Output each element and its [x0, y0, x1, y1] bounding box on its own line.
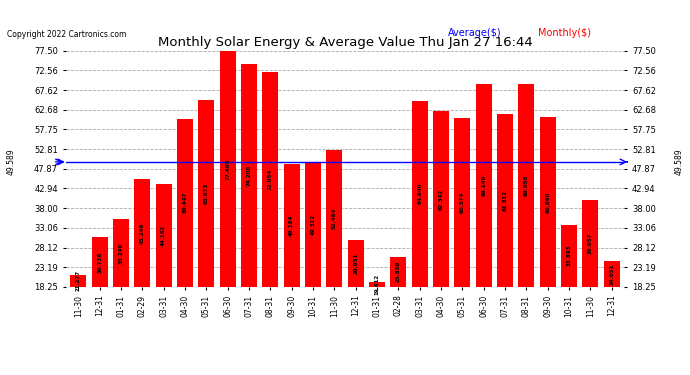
Text: 45.248: 45.248 — [140, 222, 145, 244]
Text: 25.839: 25.839 — [396, 261, 401, 282]
Text: 49.589: 49.589 — [6, 148, 15, 175]
Bar — [113, 219, 129, 287]
Text: 62.342: 62.342 — [438, 188, 444, 210]
Text: 60.860: 60.860 — [545, 191, 550, 213]
Bar — [540, 117, 555, 287]
Bar — [433, 111, 449, 287]
Text: 60.574: 60.574 — [460, 192, 465, 213]
Bar — [454, 118, 471, 287]
Bar — [92, 237, 108, 287]
Bar — [177, 118, 193, 287]
Bar — [135, 179, 150, 287]
Bar — [262, 72, 278, 287]
Text: 19.412: 19.412 — [375, 274, 380, 295]
Bar — [284, 164, 299, 287]
Bar — [582, 200, 598, 287]
Text: 52.464: 52.464 — [332, 208, 337, 230]
Bar — [475, 84, 492, 287]
Bar — [412, 101, 428, 287]
Text: 21.277: 21.277 — [76, 270, 81, 291]
Text: 30.738: 30.738 — [97, 251, 102, 273]
Bar — [156, 183, 172, 287]
Bar — [497, 114, 513, 287]
Text: Monthly($): Monthly($) — [538, 28, 591, 38]
Text: 49.512: 49.512 — [310, 214, 315, 235]
Text: 65.073: 65.073 — [204, 183, 209, 204]
Text: 49.589: 49.589 — [675, 148, 684, 175]
Text: 33.893: 33.893 — [566, 245, 571, 267]
Text: 69.058: 69.058 — [524, 175, 529, 196]
Text: 24.651: 24.651 — [609, 264, 614, 285]
Text: 69.140: 69.140 — [481, 175, 486, 196]
Text: 39.957: 39.957 — [588, 233, 593, 254]
Bar — [518, 84, 534, 287]
Title: Monthly Solar Energy & Average Value Thu Jan 27 16:44: Monthly Solar Energy & Average Value Thu… — [157, 36, 533, 50]
Bar — [305, 162, 321, 287]
Text: 44.162: 44.162 — [161, 225, 166, 246]
Text: 35.240: 35.240 — [119, 242, 124, 264]
Bar — [219, 51, 236, 287]
Bar — [198, 100, 215, 287]
Bar — [369, 282, 385, 287]
Bar — [241, 64, 257, 287]
Bar — [70, 275, 86, 287]
Bar — [561, 225, 577, 287]
Text: 64.940: 64.940 — [417, 183, 422, 204]
Text: 72.054: 72.054 — [268, 169, 273, 190]
Text: 29.951: 29.951 — [353, 253, 358, 274]
Text: Copyright 2022 Cartronics.com: Copyright 2022 Cartronics.com — [7, 30, 126, 39]
Text: 61.612: 61.612 — [502, 190, 507, 211]
Bar — [348, 240, 364, 287]
Bar — [326, 150, 342, 287]
Bar — [604, 261, 620, 287]
Text: 74.200: 74.200 — [246, 165, 252, 186]
Text: 77.495: 77.495 — [225, 158, 230, 180]
Bar — [391, 256, 406, 287]
Text: 60.447: 60.447 — [183, 192, 188, 213]
Text: 49.184: 49.184 — [289, 214, 294, 236]
Text: Average($): Average($) — [448, 28, 502, 38]
